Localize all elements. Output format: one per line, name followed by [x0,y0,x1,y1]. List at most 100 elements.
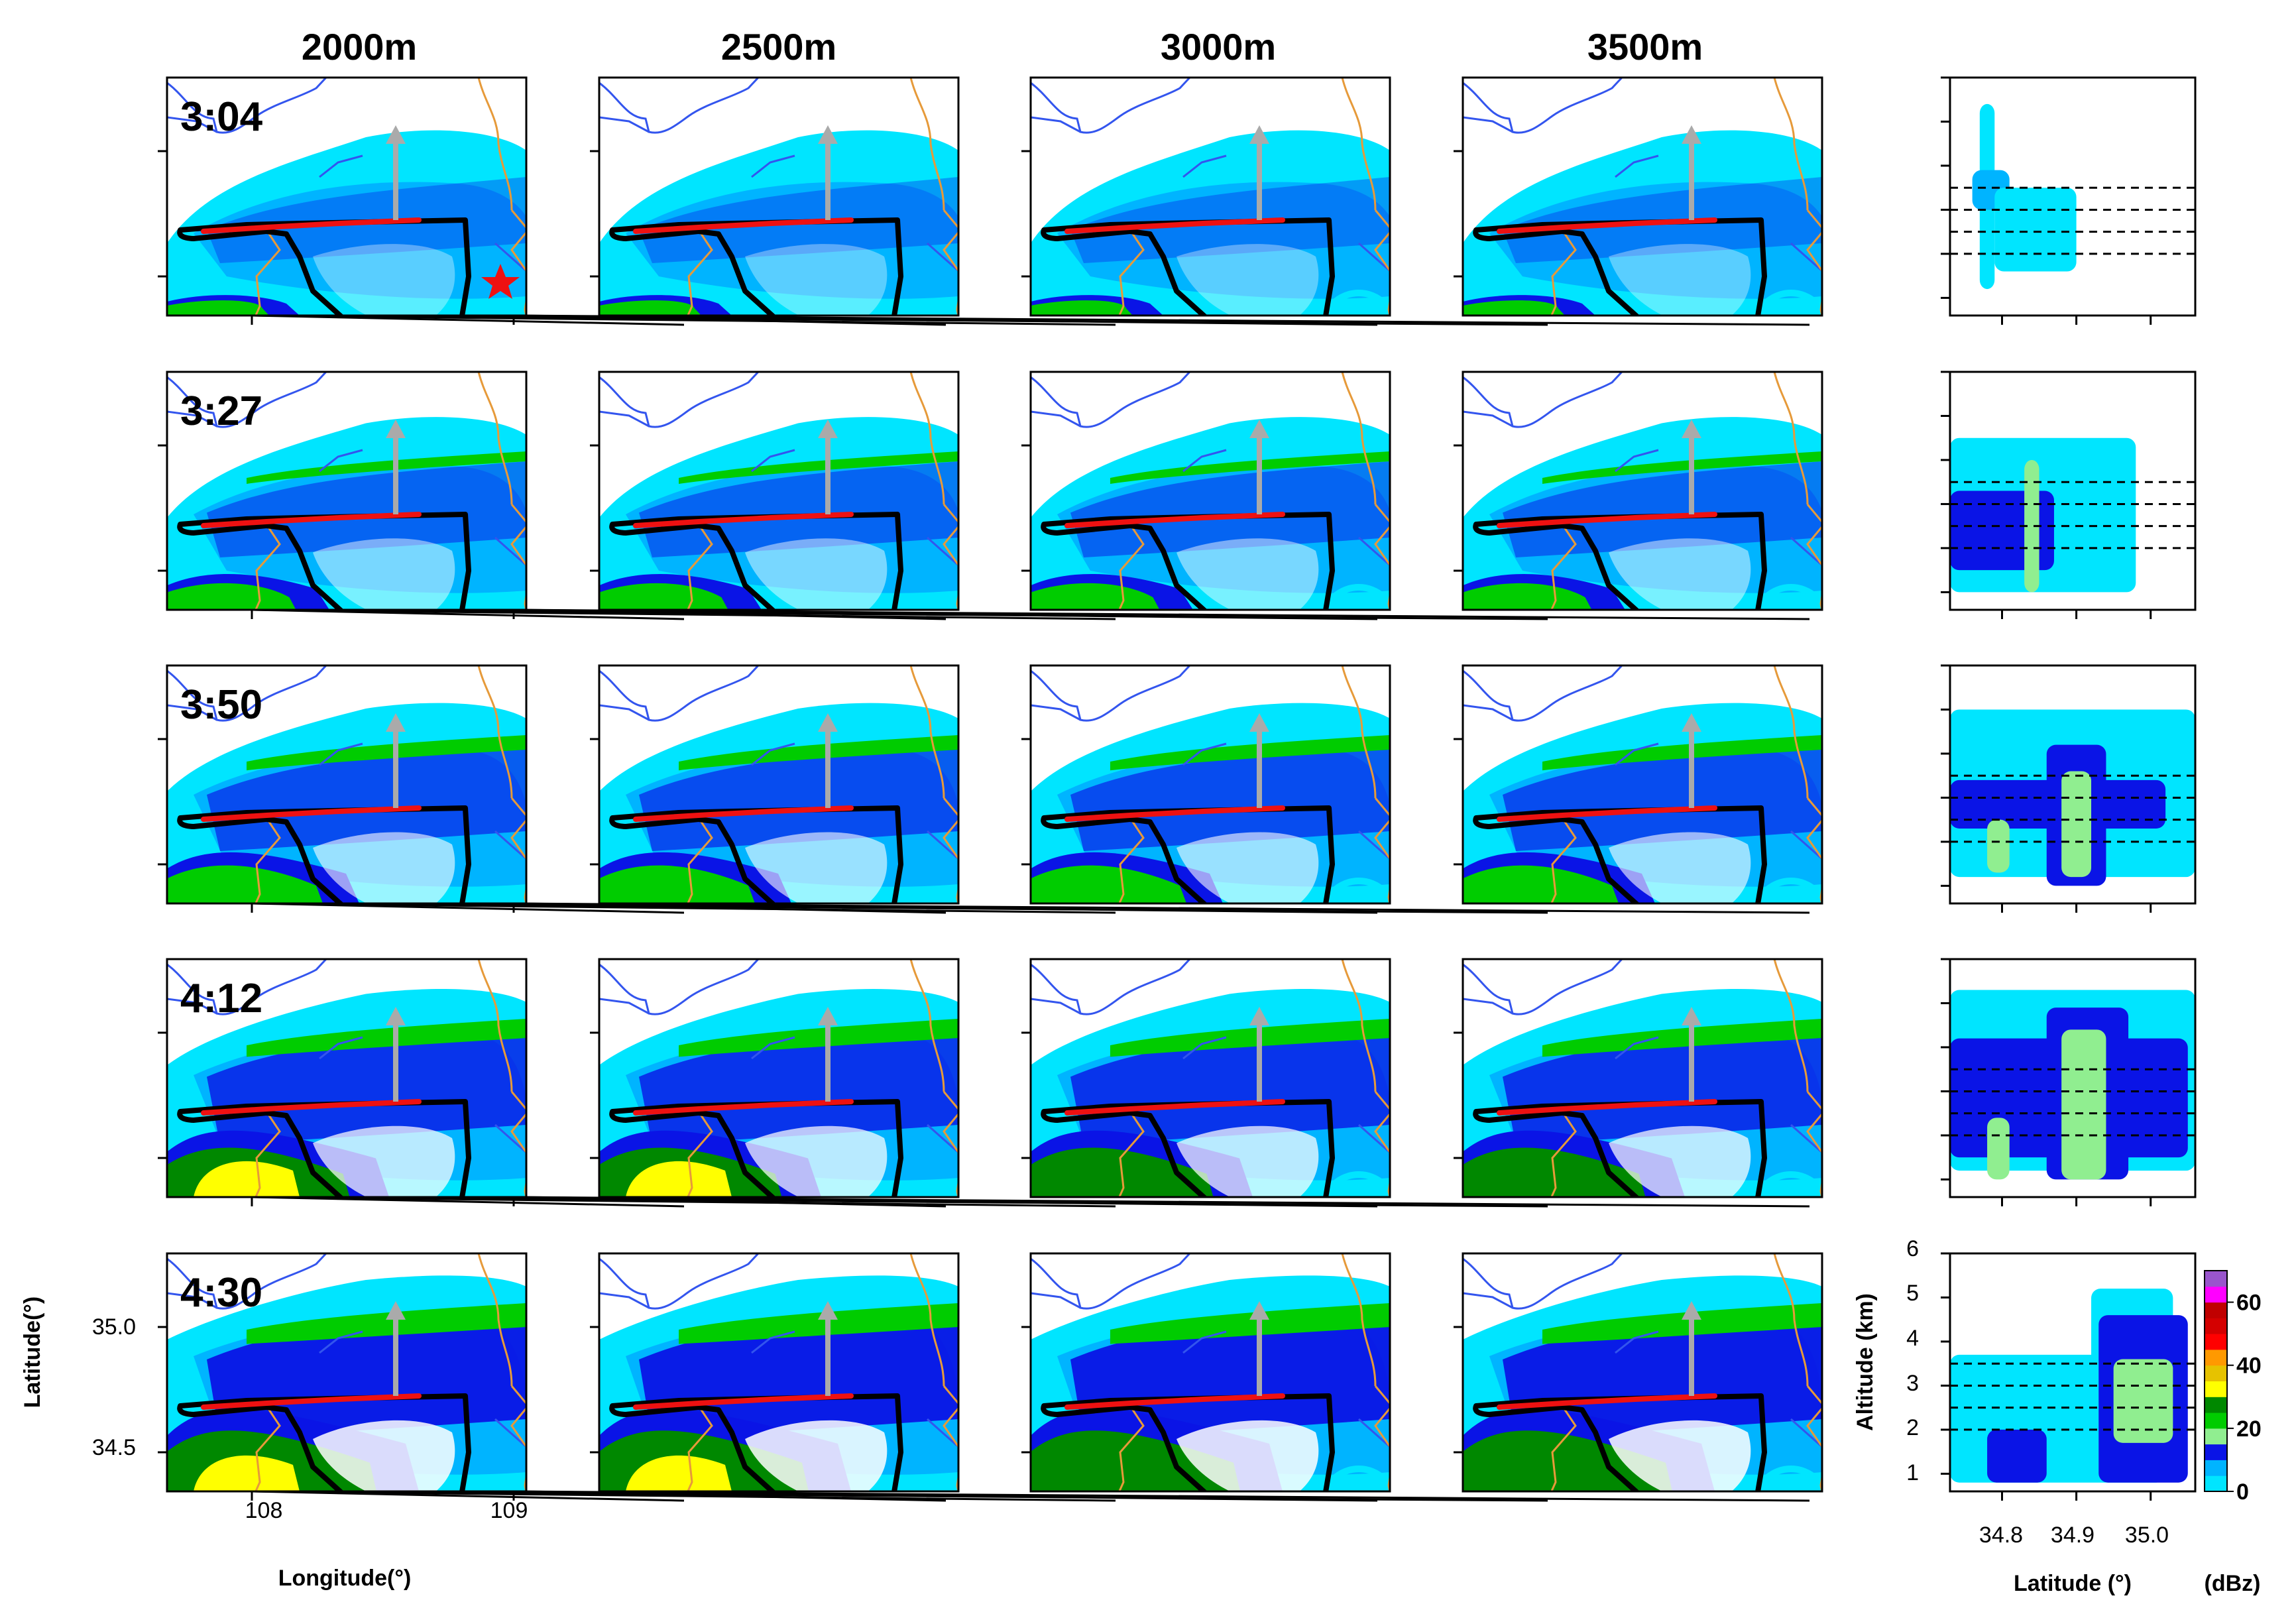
echo-clear-gap [1609,244,1751,316]
colorbar-tick-40: 40 [2236,1354,2262,1379]
colorbar-swatch-14 [2205,1271,2227,1287]
echo-southwest-green [167,865,323,903]
cross-section-5 [1941,1252,2197,1501]
echo-clear-gap [745,244,888,316]
map-ytick-35.0: 35.0 [92,1314,136,1340]
xsec-xlabel: Latitude (°) [2014,1571,2132,1596]
map-panel-r2-c2 [251,371,960,620]
echo-green-band [1110,1303,1390,1344]
time-label-1: 3:04 [180,94,263,140]
xsec-cell-3 [1987,1429,2047,1483]
colorbar-swatch-10 [2205,1334,2227,1350]
xsec-ylabel: Altitude (km) [1853,1293,1878,1431]
echo-southwest-green [1031,865,1186,903]
echo-clear-gap [313,1125,455,1197]
map-panel-r3-c1: 3:50 [158,664,528,913]
echo-yellow [194,1161,300,1197]
colorbar-swatch-1 [2205,1475,2227,1492]
echo-clear-gap [1609,1125,1751,1197]
colorbar-swatch-3 [2205,1444,2227,1460]
echo-green-band [247,1303,526,1344]
echo-clear-gap [313,1420,455,1491]
map-panel-r1-c2 [251,76,960,326]
map-panel-r5-c3 [251,1252,1391,1502]
echo-green-band [247,451,526,484]
echo-clear-gap [1177,1420,1319,1491]
cross-section-3 [1941,664,2197,913]
echo-green-band [679,735,958,771]
map-axes: 35.0 34.5 108 109 Longitude(°) Latitude(… [20,1297,528,1591]
col-title-2000m: 2000m [302,26,417,68]
map-panel-r3-c3 [251,664,1391,914]
echo-southwest-green [1031,583,1160,610]
colorbar-tick-20: 20 [2236,1416,2262,1442]
map-panels: 3:04 3:27 3:50 4:12 4:30 [158,76,1823,1502]
colorbar-swatch-13 [2205,1286,2227,1303]
map-ylabel: Latitude(°) [20,1297,45,1408]
map-panel-r4-c3 [251,958,1391,1208]
cross-section-panels [1941,76,2197,1501]
cross-section-axes: 34.8 34.9 35.0 1 2 3 4 5 6 Latitude (°) … [1853,1236,2169,1596]
echo-yellow [626,1161,732,1197]
echo-green-band [1542,1303,1822,1344]
xsec-ytick-6: 6 [1906,1236,1919,1261]
colorbar-tick-0: 0 [2236,1479,2249,1505]
xsec-ytick-3: 3 [1906,1371,1919,1396]
echo-medium [1489,182,1822,299]
map-panel-r1-c1: 3:04 [158,76,528,325]
map-panel-r3-c2 [251,664,960,914]
echo-southwest-green [1031,300,1133,316]
echo-southwest-green [1463,583,1592,610]
xsec-cell-5 [1987,1118,2010,1180]
time-label-4: 4:12 [180,976,262,1021]
map-ytick-34.5: 34.5 [92,1435,136,1460]
echo-clear-gap [1177,832,1319,903]
colorbar-swatch-7 [2205,1381,2227,1397]
echo-green-band [1110,451,1390,484]
time-label-2: 3:27 [180,388,262,434]
echo-green-band [1110,735,1390,771]
echo-green-band [1542,735,1822,771]
column-titles: 2000m 2500m 3000m 3500m [302,26,1703,68]
echo-medium [194,182,526,299]
map-panel-r1-c4 [251,76,1823,326]
map-panel-r5-c2 [251,1252,960,1502]
echo-yellow [194,1455,300,1491]
map-panel-r1-c3 [251,76,1391,326]
xsec-ytick-2: 2 [1906,1415,1919,1440]
xsec-cell-3 [1994,188,2077,272]
echo-southwest-green [599,583,728,610]
map-panel-r4-c1: 4:12 [158,958,528,1206]
map-panel-r4-c2 [251,958,960,1208]
echo-southwest-green [599,300,701,316]
xsec-ytick-4: 4 [1906,1326,1919,1351]
colorbar-swatch-5 [2205,1412,2227,1429]
echo-clear-gap [313,538,455,610]
echo-green-band [247,735,526,771]
xsec-ytick-5: 5 [1906,1281,1919,1306]
echo-southwest-green [1463,300,1565,316]
echo-clear-gap [745,1125,888,1197]
xsec-cell-5 [1987,819,2010,873]
colorbar-swatch-12 [2205,1302,2227,1318]
echo-medium [626,182,958,299]
colorbar-label: (dBz) [2205,1571,2261,1596]
map-xtick-109: 109 [490,1498,528,1523]
xsec-cell-4 [2061,771,2092,878]
echo-southwest-green [167,583,296,610]
echo-yellow [626,1455,732,1491]
colorbar-swatch-9 [2205,1349,2227,1366]
xsec-xtick-34.9: 34.9 [2051,1523,2095,1548]
echo-clear-gap [313,832,455,903]
col-title-3500m: 3500m [1587,26,1703,68]
xsec-cell-4 [2061,1029,2106,1180]
colorbar: (dBz) 0 20 40 60 [2204,1270,2262,1596]
cross-section-1 [1941,76,2197,325]
echo-clear-gap [313,244,455,316]
echo-southwest-green [167,300,269,316]
time-label-3: 3:50 [180,682,262,728]
echo-green-band [679,451,958,484]
echo-green-band [247,1019,526,1057]
col-title-3000m: 3000m [1161,26,1276,68]
xsec-cell-3 [2024,459,2039,593]
